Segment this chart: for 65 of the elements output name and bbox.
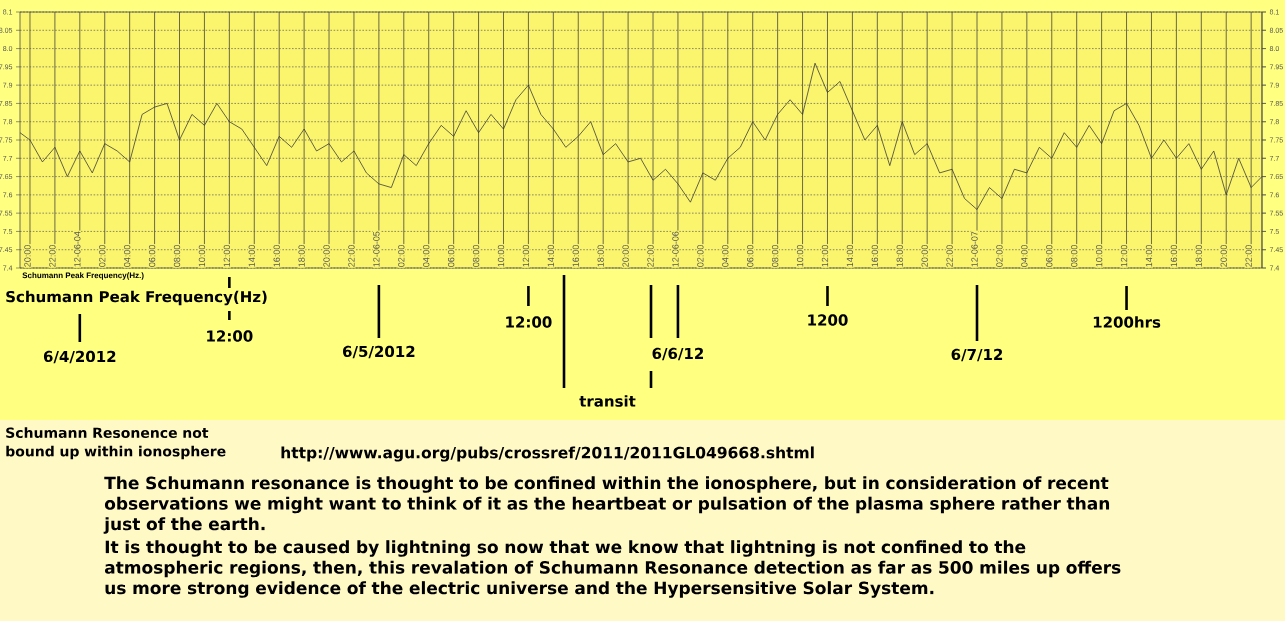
x-tick-label: 22:00 (647, 245, 654, 267)
x-tick-label: 06:00 (447, 245, 455, 267)
x-tick-label: 18:00 (597, 245, 604, 267)
annotation: 6/7/12 (951, 348, 1003, 362)
text: http://www.agu.org/pubs/crossref/2011/2011GL049668.shtml (281, 446, 814, 462)
x-tick-label: 14:00 (248, 245, 255, 267)
x-tick-label: 12:00 (223, 245, 231, 267)
annotation: 12:00 (506, 316, 552, 328)
x-tick-label: 14:00 (846, 245, 854, 267)
x-tick-label: 16:00 (1170, 245, 1178, 267)
x-tick-label: 04:00 (123, 245, 131, 267)
x-tick-label: 02:00 (99, 245, 106, 267)
x-tick-label: 14:00 (1145, 245, 1153, 267)
annotation: 6/5/2012 (343, 345, 415, 359)
x-tick-label: 16:00 (871, 245, 879, 267)
text: It is thought to be caused by lightning so now that we know that lightning is not confined to the atmospheric regions, then, this revalation of Schumann Resonance detection as far as 500 miles up offers us more strong evidence of the electric universe and the Hypersensitive Solar System. (104, 540, 1121, 598)
annotation: 6/6/12 (652, 347, 703, 361)
x-tick-label: 08:00 (771, 245, 779, 267)
x-tick-label: 12-06-04 (74, 231, 81, 267)
annotation: 12:00 (207, 330, 253, 342)
x-tick-label: 20:00 (622, 245, 629, 267)
text: Schumann Peak Frequency(Hz) (6, 290, 267, 306)
x-tick-label: 12-06-05 (373, 231, 380, 267)
x-tick-label: 22:00 (946, 245, 953, 267)
x-tick-label: 16:00 (273, 245, 280, 267)
x-tick-label: 06:00 (1046, 245, 1053, 267)
x-tick-label: 18:00 (298, 245, 305, 267)
x-tick-label: 14:00 (547, 245, 555, 267)
x-tick-label: 06:00 (148, 245, 156, 267)
x-tick-label: 04:00 (1021, 245, 1028, 267)
x-tick-label: 04:00 (722, 245, 729, 267)
x-tick-label: 12:00 (821, 245, 829, 267)
text: Schumann Peak Frequency(Hz.) (22, 272, 144, 280)
x-tick-label: 02:00 (996, 245, 1003, 267)
x-tick-label: 16:00 (572, 245, 579, 267)
x-tick-label: 20:00 (1220, 245, 1227, 267)
x-tick-label: 20:00 (921, 245, 928, 267)
x-tick-label: 22:00 (1245, 245, 1252, 267)
x-tick-label: 12:00 (522, 245, 530, 267)
x-tick-label: 10:00 (198, 245, 206, 267)
x-tick-label: 10:00 (796, 245, 804, 267)
annotation: 1200 (808, 314, 848, 326)
x-tick-label: 02:00 (697, 245, 704, 267)
x-tick-label: 08:00 (472, 245, 480, 267)
x-tick-label: 08:00 (1071, 245, 1078, 267)
x-tick-label: 12-06-06 (672, 231, 679, 267)
x-tick-label: 18:00 (1195, 245, 1202, 267)
text: The Schumann resonance is thought to be confined within the ionosphere, but in consideration of recent observations we might want to think of it as the heartbeat or pulsation of the plasma sphere rather than just of the earth. (103, 476, 1110, 534)
x-tick-label: 20:00 (323, 245, 330, 267)
text: transit (579, 395, 636, 407)
x-tick-label: 06:00 (747, 245, 754, 267)
x-tick-label: 12:00 (1120, 245, 1128, 267)
x-tick-label: 10:00 (1095, 245, 1103, 267)
x-tick-label: 18:00 (896, 245, 903, 267)
x-tick-label: 08:00 (173, 245, 181, 267)
text: Schumann Resonence not bound up within ionosphere (6, 427, 226, 460)
x-tick-label: 22:00 (348, 245, 355, 267)
x-tick-label: 10:00 (497, 245, 505, 267)
x-tick-label: 20:00 (24, 245, 31, 267)
annotation: 6/4/2012 (43, 350, 116, 364)
x-tick-label: 02:00 (398, 245, 405, 267)
x-tick-label: 04:00 (423, 245, 430, 267)
x-tick-label: 12-06-07 (971, 231, 978, 267)
x-tick-label: 22:00 (49, 245, 56, 267)
annotation: 1200hrs (1093, 316, 1161, 328)
